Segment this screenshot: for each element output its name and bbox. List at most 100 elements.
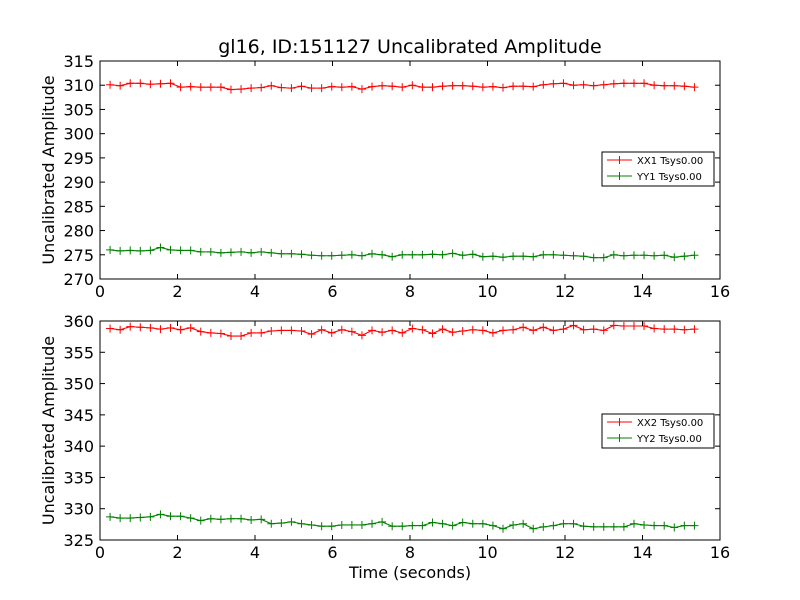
data-point: [186, 514, 195, 523]
data-point: [368, 82, 377, 91]
data-point: [670, 325, 679, 334]
data-point: [237, 247, 246, 256]
data-point: [690, 325, 699, 334]
data-point: [680, 325, 689, 334]
data-point: [116, 325, 125, 334]
data-point: [438, 82, 447, 91]
data-point: [569, 251, 578, 260]
data-point: [216, 329, 225, 338]
data-point: [569, 81, 578, 90]
data-point: [226, 248, 235, 257]
data-point: [116, 81, 125, 90]
data-point: [549, 521, 558, 530]
data-point: [690, 83, 699, 92]
y-tick-label: 330: [63, 500, 94, 519]
data-point: [146, 246, 155, 255]
data-point: [166, 323, 175, 332]
data-point: [579, 522, 588, 531]
data-point: [126, 322, 135, 331]
y-tick-label: 280: [63, 222, 94, 241]
data-point: [448, 249, 457, 258]
x-tick-label: 16: [710, 543, 730, 562]
data-point: [257, 83, 266, 92]
data-point: [468, 325, 477, 334]
data-point: [388, 326, 397, 335]
data-point: [176, 325, 185, 334]
y-tick-label: 305: [63, 100, 94, 119]
data-point: [317, 84, 326, 93]
data-point: [398, 250, 407, 259]
data-point: [347, 250, 356, 259]
data-point: [579, 252, 588, 261]
legend-label: YY1 Tsys0.00: [636, 172, 702, 183]
data-point: [106, 80, 115, 89]
data-point: [297, 82, 306, 91]
data-point: [357, 520, 366, 529]
data-point: [287, 84, 296, 93]
data-point: [368, 249, 377, 258]
x-tick-label: 4: [250, 282, 260, 301]
y-tick-label: 275: [63, 246, 94, 265]
data-point: [196, 327, 205, 336]
y-tick-label: 335: [63, 468, 94, 487]
data-point: [519, 252, 528, 261]
data-point: [216, 515, 225, 524]
data-point: [357, 251, 366, 260]
data-point: [680, 521, 689, 530]
data-point: [378, 328, 387, 337]
data-point: [559, 325, 568, 334]
data-point: [579, 80, 588, 89]
y-tick-label: 360: [63, 312, 94, 331]
data-point: [579, 325, 588, 334]
data-point: [267, 327, 276, 336]
data-point: [589, 81, 598, 90]
data-point: [267, 81, 276, 90]
data-point: [388, 522, 397, 531]
data-point: [196, 247, 205, 256]
data-point: [670, 253, 679, 262]
data-point: [589, 253, 598, 262]
data-point: [206, 247, 215, 256]
data-point: [106, 324, 115, 333]
data-point: [106, 512, 115, 521]
data-point: [428, 518, 437, 527]
data-point: [438, 250, 447, 259]
data-point: [569, 321, 578, 330]
data-point: [650, 324, 659, 333]
data-point: [458, 251, 467, 260]
data-point: [176, 246, 185, 255]
data-point: [549, 250, 558, 259]
data-point: [549, 326, 558, 335]
data-point: [509, 252, 518, 261]
data-point: [327, 82, 336, 91]
data-point: [418, 325, 427, 334]
data-point: [126, 246, 135, 255]
y-tick-label: 285: [63, 197, 94, 216]
x-tick-label: 10: [477, 282, 497, 301]
data-point: [640, 520, 649, 529]
data-point: [438, 325, 447, 334]
data-point: [670, 523, 679, 532]
data-point: [136, 323, 145, 332]
data-point: [660, 251, 669, 260]
data-point: [559, 79, 568, 88]
data-point: [146, 512, 155, 521]
data-point: [267, 519, 276, 528]
y-tick-label: 300: [63, 125, 94, 144]
data-point: [378, 517, 387, 526]
data-point: [629, 79, 638, 88]
data-point: [136, 246, 145, 255]
data-point: [327, 251, 336, 260]
data-point: [680, 252, 689, 261]
x-tick-label: 0: [95, 282, 105, 301]
data-point: [468, 519, 477, 528]
x-tick-label: 10: [477, 543, 497, 562]
data-point: [680, 82, 689, 91]
data-point: [277, 83, 286, 92]
data-point: [156, 325, 165, 334]
data-point: [458, 81, 467, 90]
data-point: [226, 85, 235, 94]
x-tick-label: 14: [632, 543, 652, 562]
data-point: [156, 243, 165, 252]
